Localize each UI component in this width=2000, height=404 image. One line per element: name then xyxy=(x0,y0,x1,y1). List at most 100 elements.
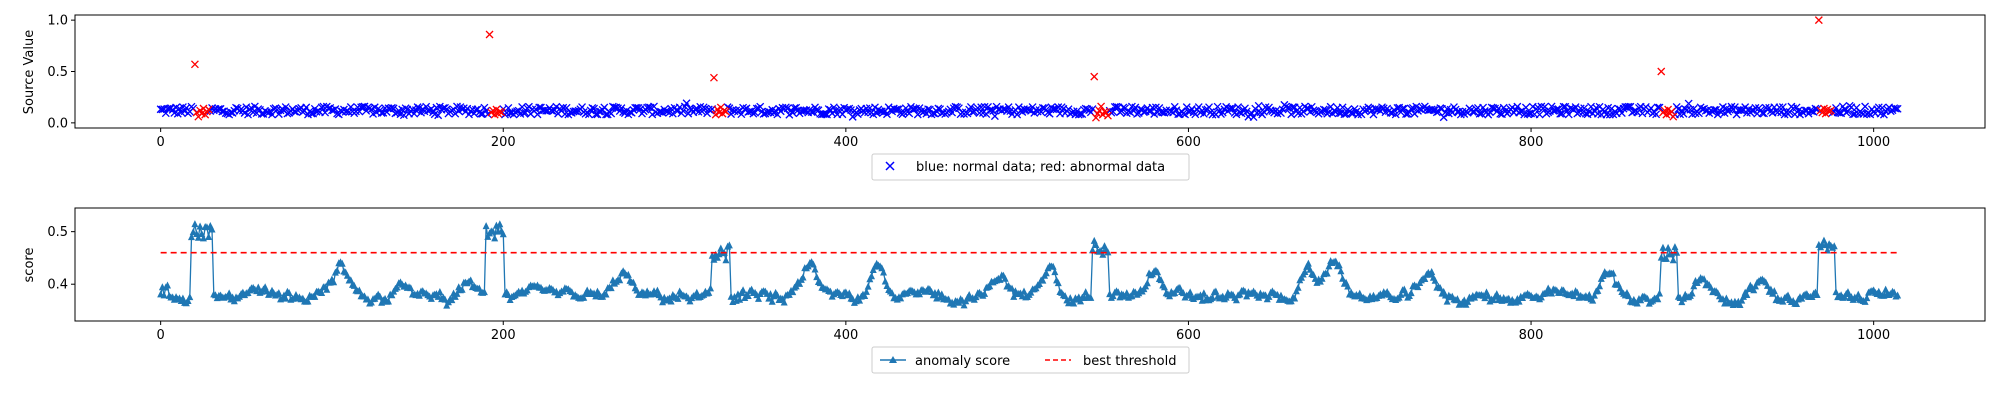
anomaly-score-marker xyxy=(880,268,888,276)
anomaly-score-marker xyxy=(1335,261,1343,269)
anomaly-score-marker xyxy=(1751,282,1759,290)
normal-point xyxy=(966,102,975,111)
chart1-x-tick-label: 800 xyxy=(1519,135,1544,150)
chart2-x-ticks: 0 200 400 600 800 1000 xyxy=(157,321,1890,343)
anomaly-score-marker xyxy=(282,294,290,302)
normal-point xyxy=(1891,104,1900,113)
anomaly-score-marker xyxy=(986,282,994,290)
normal-point xyxy=(367,105,376,114)
normal-point xyxy=(617,104,626,113)
anomaly-score-marker xyxy=(972,293,980,301)
anomaly-score-marker xyxy=(1493,290,1501,298)
normal-point xyxy=(1475,109,1484,118)
normal-point xyxy=(1439,113,1448,122)
normal-point xyxy=(1554,105,1563,114)
anomaly-score-marker xyxy=(1337,267,1345,275)
normal-point xyxy=(1626,102,1635,111)
anomaly-score-marker xyxy=(164,281,172,289)
anomaly-score-marker xyxy=(1633,299,1641,307)
anomaly-score-marker xyxy=(1265,292,1273,300)
abnormal-point xyxy=(1097,102,1106,111)
anomaly-score-marker xyxy=(799,273,807,281)
anomaly-score-marker xyxy=(311,292,319,300)
chart1-legend-box xyxy=(871,153,1190,181)
normal-point xyxy=(990,112,999,121)
anomaly-score-marker xyxy=(1243,292,1251,300)
normal-point xyxy=(533,110,542,119)
anomaly-score-marker xyxy=(1668,250,1676,258)
anomaly-score-marker xyxy=(996,275,1004,283)
anomaly-score-marker xyxy=(1428,267,1436,275)
anomaly-score-marker xyxy=(427,294,435,302)
anomaly-score-marker xyxy=(1589,296,1597,304)
anomaly-score-marker xyxy=(275,289,283,297)
normal-point xyxy=(1778,103,1787,112)
anomaly-score-marker xyxy=(1548,289,1556,297)
anomaly-score-marker xyxy=(1736,300,1744,308)
normal-point xyxy=(1751,103,1760,112)
anomaly-score-marker xyxy=(739,286,747,294)
normal-point xyxy=(319,102,328,111)
normal-point xyxy=(1748,106,1756,115)
anomaly-score-marker xyxy=(1625,292,1633,300)
anomaly-score-marker xyxy=(436,287,444,295)
normal-point xyxy=(1400,104,1409,113)
normal-point xyxy=(975,109,984,118)
normal-point xyxy=(1655,103,1664,112)
anomaly-score-marker xyxy=(856,296,864,304)
anomaly-score-marker xyxy=(950,300,958,308)
normal-point xyxy=(1893,104,1902,113)
normal-point xyxy=(1732,110,1741,119)
normal-point xyxy=(1496,109,1505,118)
anomaly-score-marker xyxy=(1157,276,1165,284)
normal-point xyxy=(1580,104,1589,113)
anomaly-score-marker xyxy=(333,266,341,274)
chart2-x-tick-label: 800 xyxy=(1519,328,1544,343)
anomaly-score-marker xyxy=(736,295,744,303)
normal-point xyxy=(1234,103,1243,112)
anomaly-score-marker xyxy=(304,297,312,305)
anomaly-score-marker xyxy=(1054,279,1062,287)
normal-point xyxy=(1340,110,1349,119)
anomaly-score-marker xyxy=(187,233,195,241)
anomaly-score-marker xyxy=(881,277,889,285)
anomaly-score-marker xyxy=(1301,267,1309,275)
anomaly-score-marker xyxy=(1669,256,1677,264)
anomaly-score-marker xyxy=(1001,274,1009,282)
anomaly-score-marker xyxy=(1344,282,1352,290)
normal-point xyxy=(331,105,340,113)
anomaly-score-marker xyxy=(1232,296,1240,304)
anomaly-score-marker xyxy=(1700,275,1708,283)
anomaly-score-marker xyxy=(1738,296,1746,304)
normal-point xyxy=(607,109,616,118)
normal-point xyxy=(1259,107,1268,116)
anomaly-score-marker xyxy=(1793,299,1801,307)
normal-point xyxy=(1605,110,1614,119)
anomaly-score-marker xyxy=(693,288,701,296)
anomaly-score-marker xyxy=(1160,283,1168,291)
anomaly-score-marker xyxy=(1166,292,1174,300)
anomaly-score-marker xyxy=(710,255,718,263)
anomaly-score-marker xyxy=(1042,269,1050,277)
anomaly-score-marker xyxy=(602,290,610,298)
anomaly-score-marker xyxy=(811,265,819,273)
normal-point xyxy=(307,109,316,118)
anomaly-score-marker xyxy=(1287,297,1295,305)
anomaly-score-marker xyxy=(318,288,326,296)
anomaly-score-marker xyxy=(607,284,615,292)
abnormal-point xyxy=(485,30,494,39)
anomaly-score-marker xyxy=(754,294,762,302)
anomaly-score-marker xyxy=(1664,243,1672,251)
anomaly-score-marker xyxy=(1443,297,1451,305)
anomaly-score-marker xyxy=(1453,295,1461,303)
normal-point xyxy=(1561,102,1570,111)
anomaly-score-marker xyxy=(1222,293,1230,301)
anomaly-score-marker xyxy=(407,284,415,292)
normal-point xyxy=(1775,103,1784,112)
anomaly-score-marker xyxy=(1421,275,1429,283)
anomaly-score-marker xyxy=(1010,292,1018,300)
anomaly-score-marker xyxy=(960,301,968,309)
anomaly-score-marker xyxy=(1594,286,1602,294)
anomaly-score-marker xyxy=(1609,269,1617,277)
chart2-x-tick-label: 400 xyxy=(833,328,858,343)
